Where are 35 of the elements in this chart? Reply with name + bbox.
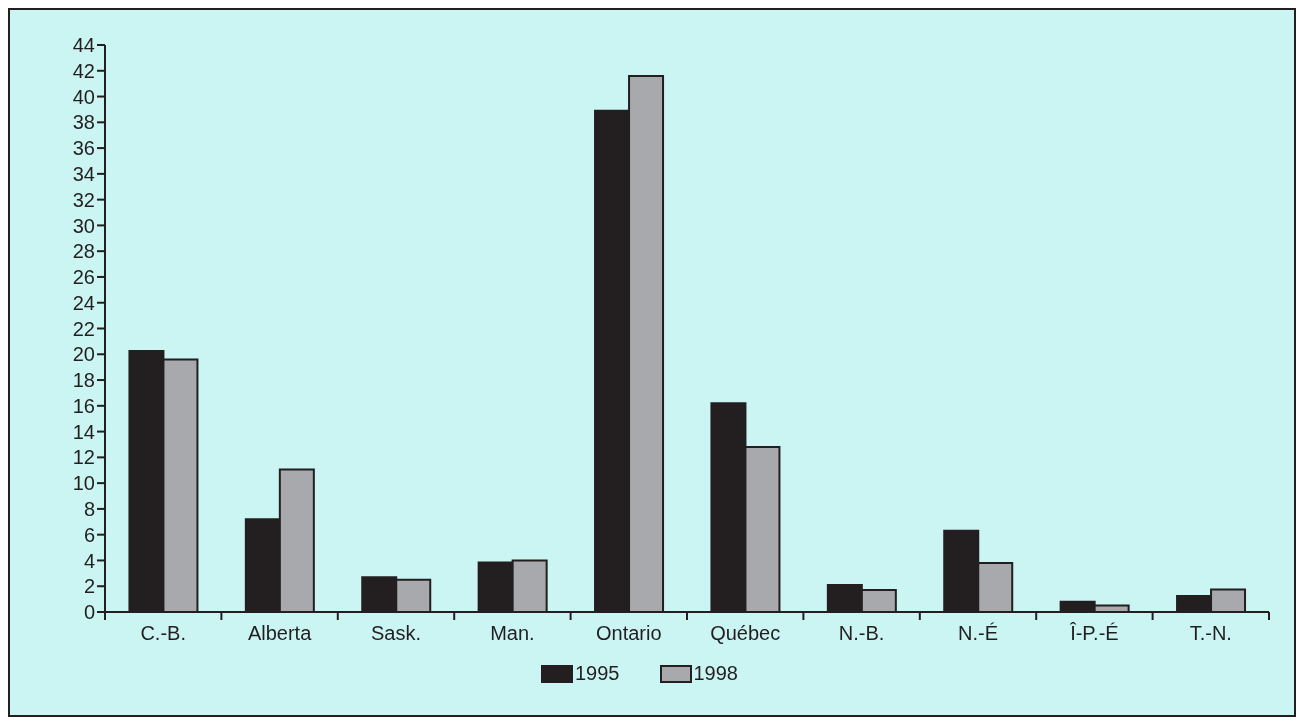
x-tick-label: Alberta [247, 622, 313, 644]
y-tick-label: 38 [72, 111, 95, 134]
y-tick-label: 0 [83, 601, 95, 624]
y-tick-label: 42 [72, 59, 95, 82]
y-tick-label: 2 [83, 575, 95, 598]
legend-label: 1995 [575, 662, 620, 685]
y-tick-label: 6 [83, 523, 95, 546]
x-tick-label: Ontario [596, 622, 662, 644]
y-tick-label: 10 [72, 472, 95, 495]
y-tick-label: 36 [72, 137, 95, 160]
y-tick-label: 32 [72, 188, 95, 211]
y-tick-label: 4 [83, 549, 95, 572]
y-tick-label: 20 [72, 343, 95, 366]
x-tick-label: N.-É [958, 622, 998, 644]
x-tick-label: Québec [710, 622, 781, 644]
x-tick-label: Î-P.-É [1069, 622, 1119, 644]
y-tick-label: 12 [72, 446, 95, 469]
y-tick-label: 22 [72, 317, 95, 340]
x-tick-label: T.-N. [1189, 622, 1232, 644]
y-tick-label: 14 [72, 420, 95, 443]
x-tick-label: Man. [490, 622, 535, 644]
y-tick-label: 26 [72, 266, 95, 289]
y-tick-label: 8 [83, 498, 95, 521]
x-tick-label: Sask. [370, 622, 422, 644]
y-tick-label: 40 [72, 85, 95, 108]
y-tick-label: 16 [72, 394, 95, 417]
y-tick-label: 30 [72, 214, 95, 237]
y-tick-label: 24 [72, 291, 95, 314]
legend-label: 1998 [693, 662, 738, 685]
y-tick-label: 44 [72, 34, 95, 57]
y-tick-label: 34 [72, 162, 95, 185]
y-tick-label: 18 [72, 369, 95, 392]
x-tick-label: C.-B. [140, 622, 186, 644]
y-tick-label: 28 [72, 240, 95, 263]
x-tick-label: N.-B. [838, 622, 885, 644]
